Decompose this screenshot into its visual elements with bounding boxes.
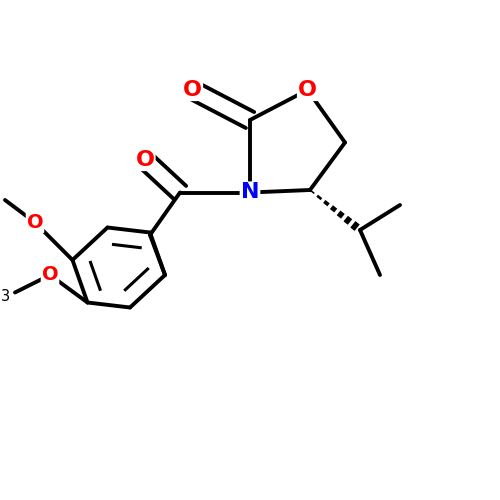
Text: O: O [183,80,202,100]
Text: O: O [42,266,58,284]
Text: N: N [241,182,259,203]
Text: CH$_3$: CH$_3$ [0,280,10,304]
Text: O: O [298,80,317,100]
Text: O: O [136,150,154,170]
Text: O: O [26,213,44,232]
